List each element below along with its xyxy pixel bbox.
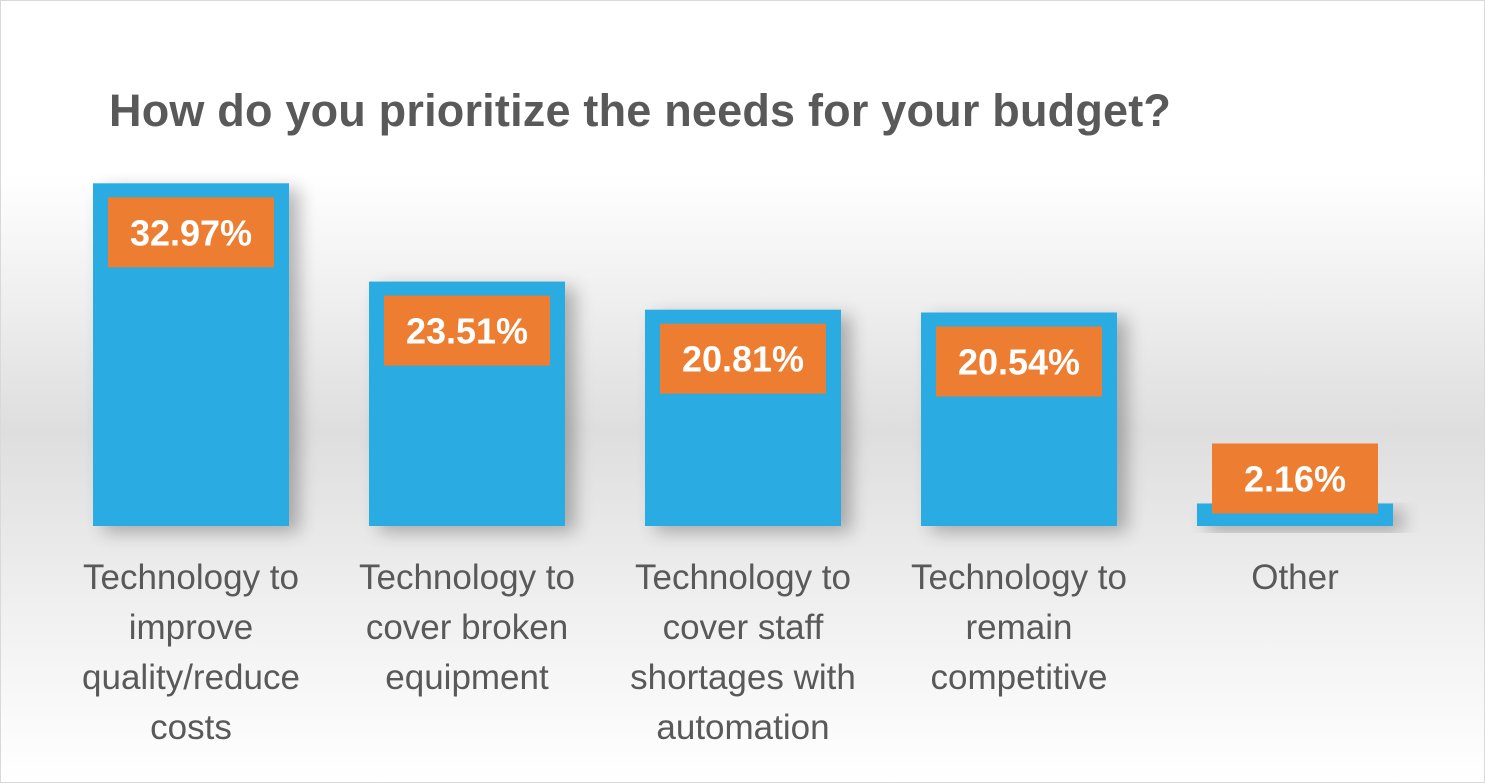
category-label: Technology to cover staff shortages with… <box>630 558 856 747</box>
data-label: 20.81% <box>682 339 804 380</box>
category-label: Other <box>1251 558 1339 597</box>
category-label: Technology to improve quality/reduce cos… <box>82 558 300 747</box>
data-label-box <box>108 197 274 268</box>
chart-title: How do you prioritize the needs for your… <box>109 85 1172 136</box>
data-label-box <box>936 326 1102 397</box>
data-label: 23.51% <box>406 311 528 352</box>
data-label: 32.97% <box>130 212 252 253</box>
data-label: 20.54% <box>958 342 1080 383</box>
category-label: Technology to cover broken equipment <box>359 558 575 697</box>
data-label-box <box>1212 443 1378 514</box>
category-label: Technology to remain competitive <box>911 558 1127 697</box>
data-label: 2.16% <box>1244 459 1346 500</box>
data-label-box <box>660 323 826 394</box>
data-label-box <box>384 295 550 366</box>
